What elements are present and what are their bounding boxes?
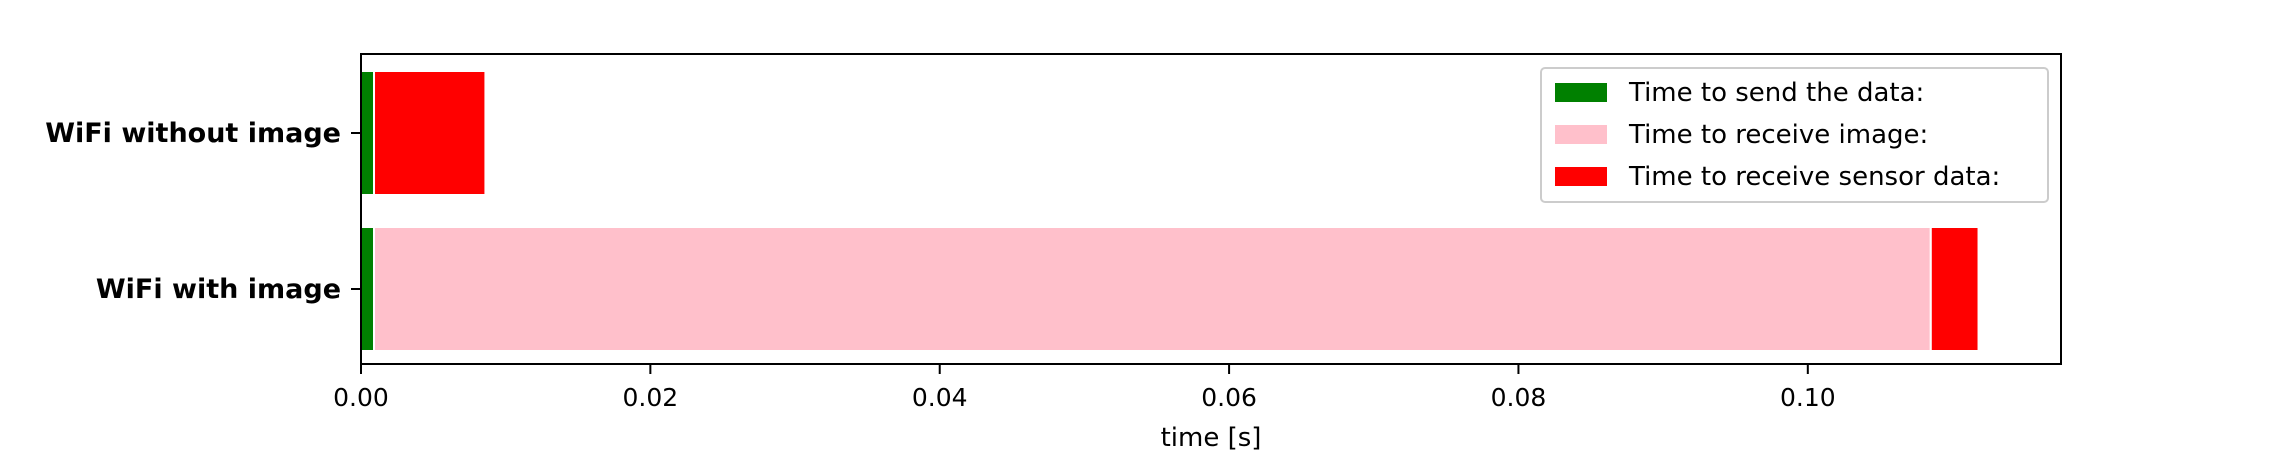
legend-label-receive-sensor: Time to receive sensor data:	[1628, 162, 2000, 192]
bar-wifi-without-image-series-2	[373, 70, 487, 196]
bar-wifi-with-image-series-1	[373, 226, 1932, 352]
x-tick-label-0: 0.00	[333, 383, 389, 412]
bar-wifi-without-image-series-0	[360, 70, 376, 196]
x-tick-label-2: 0.04	[912, 383, 968, 412]
legend-box	[1540, 67, 2049, 203]
legend: Time to send the data: Time to receive i…	[1540, 67, 2049, 203]
legend-label-receive-image: Time to receive image:	[1628, 120, 1928, 150]
x-tick-label-4: 0.08	[1491, 383, 1547, 412]
x-tick-label-3: 0.06	[1201, 383, 1257, 412]
x-tick-label-1: 0.02	[623, 383, 679, 412]
bar-wifi-with-image-series-0	[360, 226, 376, 352]
legend-swatch-receive-image	[1555, 125, 1607, 144]
y-category-label-wifi-without-image: WiFi without image	[45, 118, 341, 149]
bars-layer	[360, 70, 1980, 352]
legend-swatch-send	[1555, 83, 1607, 102]
legend-swatch-receive-sensor	[1555, 167, 1607, 186]
y-axis: WiFi without image WiFi with image	[45, 118, 361, 305]
x-axis-title: time [s]	[1161, 423, 1262, 453]
legend-label-send: Time to send the data:	[1628, 78, 1924, 108]
x-tick-label-5: 0.10	[1780, 383, 1836, 412]
x-axis: 0.00 0.02 0.04 0.06 0.08 0.10	[333, 364, 1836, 412]
plot-frame	[360, 53, 2062, 365]
y-category-label-wifi-with-image: WiFi with image	[96, 274, 341, 305]
bar-wifi-with-image-series-2	[1929, 226, 1980, 352]
